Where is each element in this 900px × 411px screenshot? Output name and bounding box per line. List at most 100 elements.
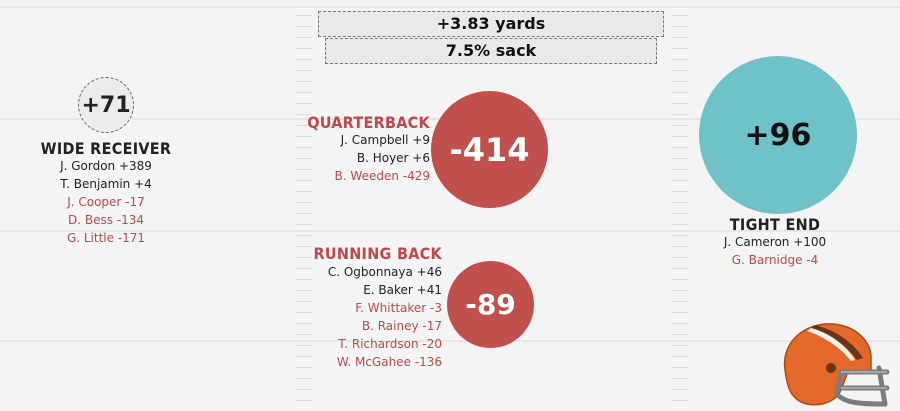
running-back-title: RUNNING BACK [313, 244, 442, 263]
hash-mark [672, 26, 688, 27]
hash-mark [672, 224, 688, 225]
player-entry: G. Barnidge -4 [731, 253, 819, 267]
wide-receiver-score: +71 [81, 92, 131, 118]
hash-mark [672, 268, 688, 269]
hash-mark [672, 37, 688, 38]
football-helmet-icon [783, 323, 890, 407]
player-entry: J. Cameron +100 [723, 235, 827, 249]
hash-mark [672, 59, 688, 60]
hash-mark [672, 191, 688, 192]
hash-mark [672, 114, 688, 115]
player-entry: J. Campbell +9 [340, 133, 430, 147]
player-entry: E. Baker +41 [363, 283, 442, 297]
hash-mark [296, 191, 312, 192]
hash-mark [296, 81, 312, 82]
hash-mark [672, 312, 688, 313]
hash-mark [296, 279, 312, 280]
hash-mark [672, 367, 688, 368]
hash-mark [672, 180, 688, 181]
hash-mark [672, 92, 688, 93]
hash-mark [296, 92, 312, 93]
hash-mark [672, 158, 688, 159]
hash-mark [672, 213, 688, 214]
hash-mark [296, 158, 312, 159]
hash-mark [296, 345, 312, 346]
hash-mark [296, 290, 312, 291]
hash-mark [296, 59, 312, 60]
sack-stat-box: 7.5% sack [325, 38, 657, 64]
hash-mark [296, 301, 312, 302]
quarterback-score: -414 [449, 130, 530, 169]
hash-mark [296, 268, 312, 269]
hash-mark [672, 147, 688, 148]
quarterback-title: QUARTERBACK [307, 113, 430, 132]
hash-mark [672, 15, 688, 16]
hash-mark [296, 235, 312, 236]
hash-mark [296, 257, 312, 258]
hash-mark [672, 235, 688, 236]
tight-end-score: +96 [744, 117, 812, 153]
quarterback-players: J. Campbell +9 B. Hoyer +6 B. Weeden -429 [270, 131, 430, 185]
hash-mark [672, 202, 688, 203]
hash-mark [296, 378, 312, 379]
player-entry: G. Little -171 [66, 231, 146, 245]
tight-end-players: J. Cameron +100 G. Barnidge -4 [690, 233, 860, 269]
hash-mark [672, 356, 688, 357]
hash-mark [672, 378, 688, 379]
hash-mark [672, 136, 688, 137]
hash-mark [672, 400, 688, 401]
field-line [0, 6, 900, 8]
yards-stat-box: +3.83 yards [318, 11, 664, 37]
hash-mark [296, 246, 312, 247]
hash-mark [672, 345, 688, 346]
sack-stat: 7.5% sack [445, 41, 537, 60]
player-entry: B. Weeden -429 [334, 169, 430, 183]
hash-mark [296, 37, 312, 38]
hash-mark [672, 389, 688, 390]
field-line [0, 340, 900, 342]
hash-mark [296, 180, 312, 181]
hash-mark [672, 323, 688, 324]
player-entry: F. Whittaker -3 [355, 301, 442, 315]
hash-mark [672, 334, 688, 335]
hash-mark [672, 169, 688, 170]
field-line [0, 230, 900, 232]
hash-mark [672, 70, 688, 71]
hash-mark [296, 26, 312, 27]
hash-mark [672, 48, 688, 49]
tight-end-title: TIGHT END [729, 215, 821, 234]
quarterback-score-circle: -414 [431, 91, 548, 208]
hash-mark [296, 15, 312, 16]
player-entry: W. McGahee -136 [336, 355, 442, 369]
hash-mark [296, 213, 312, 214]
hash-mark [296, 169, 312, 170]
hash-mark [296, 334, 312, 335]
wide-receiver-players: J. Gordon +389 T. Benjamin +4 J. Cooper -1… [20, 157, 192, 247]
hash-mark [672, 125, 688, 126]
hash-mark [296, 356, 312, 357]
running-back-players: C. Ogbonnaya +46 E. Baker +41 F. Whittaker… [270, 263, 442, 371]
hash-mark [296, 312, 312, 313]
player-entry: C. Ogbonnaya +46 [327, 265, 442, 279]
player-entry: T. Richardson -20 [338, 337, 442, 351]
player-entry: J. Gordon +389 [60, 159, 152, 173]
wide-receiver-title: WIDE RECEIVER [40, 139, 172, 158]
hash-mark [296, 323, 312, 324]
running-back-score-circle: -89 [447, 261, 534, 348]
hash-mark [296, 114, 312, 115]
hash-mark [296, 202, 312, 203]
player-entry: J. Cooper -17 [67, 195, 145, 209]
hash-mark [296, 125, 312, 126]
hash-mark [296, 103, 312, 104]
player-entry: T. Benjamin +4 [60, 177, 152, 191]
hash-mark [296, 224, 312, 225]
player-entry: B. Rainey -17 [361, 319, 442, 333]
player-entry: B. Hoyer +6 [356, 151, 430, 165]
hash-mark [672, 103, 688, 104]
player-entry: D. Bess -134 [67, 213, 145, 227]
hash-mark [296, 48, 312, 49]
hash-mark [672, 257, 688, 258]
hash-mark [672, 246, 688, 247]
hash-mark [296, 389, 312, 390]
hash-mark [296, 147, 312, 148]
